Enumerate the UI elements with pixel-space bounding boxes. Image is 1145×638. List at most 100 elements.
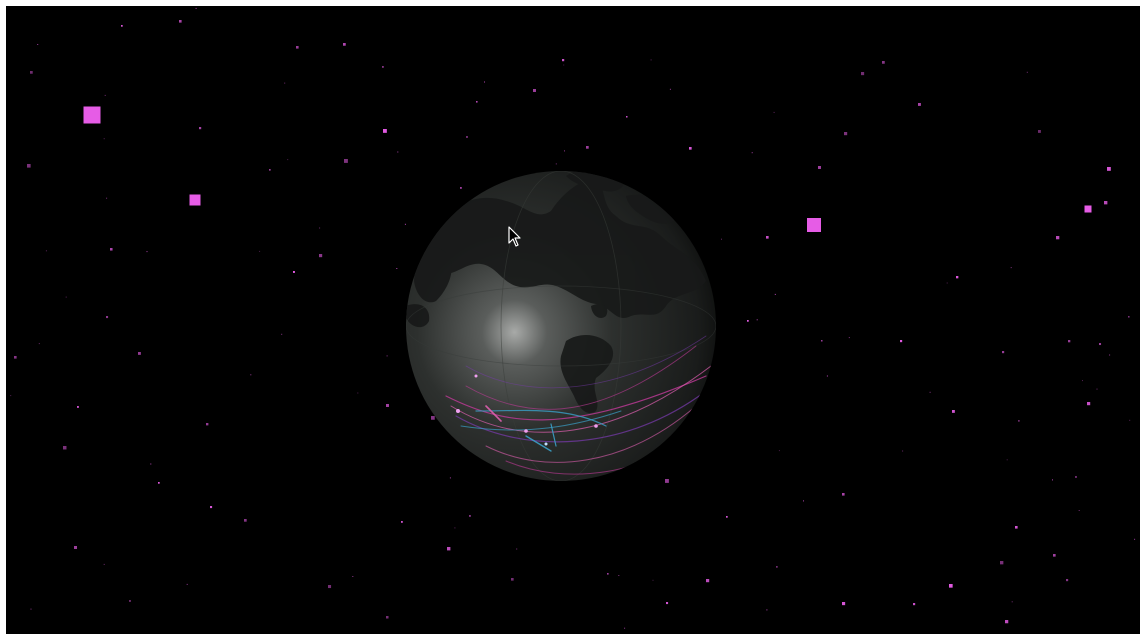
star — [382, 66, 384, 68]
star — [844, 132, 848, 136]
star — [357, 392, 359, 394]
star — [1015, 526, 1018, 529]
star — [624, 627, 626, 629]
star — [38, 343, 40, 345]
star — [1087, 402, 1091, 406]
star — [626, 116, 628, 118]
star — [563, 64, 565, 66]
star — [1011, 601, 1013, 603]
star — [766, 236, 769, 239]
star — [284, 82, 286, 84]
star — [913, 603, 916, 606]
star — [665, 479, 669, 483]
star — [669, 88, 671, 90]
star — [946, 282, 948, 284]
star — [1109, 354, 1111, 356]
star — [319, 227, 321, 229]
star — [1005, 620, 1009, 624]
star — [83, 106, 101, 124]
star — [189, 194, 201, 206]
star — [206, 423, 209, 426]
star — [586, 146, 589, 149]
star — [842, 602, 846, 606]
star — [186, 583, 188, 585]
star — [146, 251, 148, 253]
star — [250, 374, 252, 376]
star — [77, 406, 79, 408]
star — [511, 578, 514, 581]
star — [259, 250, 261, 252]
star — [766, 609, 768, 611]
globe-scene — [10, 7, 1136, 629]
star — [244, 519, 247, 522]
star — [158, 482, 160, 484]
star — [1056, 236, 1060, 240]
star — [751, 152, 753, 154]
star — [1053, 554, 1056, 557]
star — [397, 151, 399, 153]
star — [45, 250, 47, 252]
star — [484, 81, 485, 83]
star — [129, 600, 131, 602]
star — [103, 138, 105, 140]
star — [37, 44, 39, 45]
star — [652, 579, 654, 581]
star — [293, 271, 295, 273]
star — [281, 333, 283, 335]
star — [842, 493, 845, 496]
star — [287, 159, 289, 161]
star — [1002, 351, 1005, 354]
star — [401, 521, 403, 523]
star — [1096, 388, 1098, 390]
star — [756, 319, 758, 321]
star — [269, 169, 271, 171]
star — [1006, 459, 1008, 461]
star — [1038, 130, 1041, 133]
star — [1082, 380, 1083, 382]
star — [1066, 579, 1069, 582]
star — [27, 164, 31, 168]
star — [821, 340, 823, 342]
star — [774, 293, 776, 295]
star — [210, 506, 213, 509]
star — [818, 166, 821, 169]
star — [848, 337, 850, 339]
star — [1128, 316, 1130, 318]
star — [706, 579, 710, 583]
star — [1075, 476, 1077, 478]
star — [882, 61, 885, 64]
star — [404, 223, 406, 225]
star — [386, 616, 389, 619]
star — [74, 546, 78, 550]
star — [1026, 71, 1028, 73]
star — [562, 59, 565, 62]
star — [516, 548, 518, 550]
globe-canvas[interactable] — [6, 6, 1140, 634]
star — [1104, 201, 1108, 205]
star — [103, 563, 105, 565]
star — [121, 25, 123, 27]
star — [650, 59, 652, 61]
star — [607, 573, 609, 575]
star — [1134, 538, 1136, 540]
star — [65, 296, 67, 298]
star — [10, 395, 12, 397]
star — [1052, 479, 1053, 481]
star — [319, 254, 323, 258]
star — [195, 7, 197, 9]
star — [138, 352, 141, 355]
star — [106, 197, 108, 199]
star — [1068, 340, 1071, 343]
globe[interactable] — [391, 156, 731, 496]
star — [386, 355, 388, 357]
star-field — [10, 7, 1136, 629]
star — [918, 103, 921, 106]
star — [949, 584, 953, 588]
star — [721, 238, 722, 240]
star — [952, 410, 955, 413]
star — [618, 575, 620, 576]
star — [106, 316, 109, 319]
star — [466, 136, 468, 138]
star — [1000, 561, 1004, 565]
star — [447, 547, 451, 551]
